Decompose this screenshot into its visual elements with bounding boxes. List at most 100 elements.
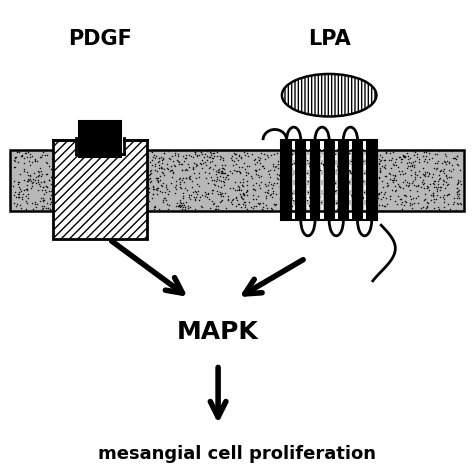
Point [331,187,338,194]
Point [178,160,186,168]
Point [205,195,213,203]
Point [137,164,145,172]
Point [43,183,51,191]
Point [240,191,248,199]
Point [170,168,177,176]
Point [295,150,303,158]
Point [283,170,290,178]
Point [46,187,53,195]
Point [153,168,161,175]
Point [234,201,242,208]
Point [332,200,340,207]
Point [50,173,58,181]
Point [453,194,461,202]
Point [311,168,319,175]
Point [441,184,449,192]
Point [410,199,418,207]
Point [17,186,24,193]
Point [217,155,224,163]
Point [354,183,362,191]
Point [106,190,113,198]
Point [240,149,247,156]
Point [12,153,20,161]
Point [313,201,320,209]
Point [215,182,222,190]
Point [66,175,73,182]
Point [387,149,394,156]
Point [303,205,311,212]
Point [364,161,371,169]
Point [113,202,120,210]
Point [123,151,130,159]
Point [71,163,78,170]
Point [137,173,144,181]
Point [378,156,385,164]
Point [293,199,301,206]
Point [71,176,79,183]
Point [391,188,399,195]
Point [229,184,237,192]
Point [347,157,355,165]
Point [170,157,177,164]
Point [236,168,243,175]
Point [175,158,183,166]
Point [233,167,240,175]
Point [105,203,113,210]
Point [238,164,246,171]
Point [267,180,274,187]
Point [79,151,87,159]
Point [25,175,32,183]
Point [31,156,39,164]
Point [128,196,135,203]
Point [146,170,154,178]
Point [335,196,343,203]
Point [322,178,330,186]
Point [440,169,447,177]
Point [99,165,107,173]
Point [395,153,402,161]
Point [456,186,463,193]
Point [402,199,410,206]
Point [432,195,440,203]
Point [232,202,239,210]
Point [14,193,22,201]
Point [452,155,460,163]
Point [67,193,74,201]
Point [252,179,260,187]
Point [448,162,456,169]
Point [53,164,61,171]
Point [374,181,381,188]
Point [359,193,367,201]
Point [380,183,387,191]
Point [118,177,125,184]
Point [456,178,464,185]
Point [235,156,242,164]
Point [150,185,157,193]
Point [300,152,307,160]
Point [80,191,88,199]
Point [93,199,100,207]
Point [308,179,315,186]
Point [398,167,406,174]
Point [391,173,399,180]
Point [282,198,289,205]
Point [350,164,358,172]
Point [174,152,182,160]
Point [10,191,18,199]
Point [298,191,305,198]
Bar [281,140,292,220]
Point [128,200,135,208]
Point [149,182,157,190]
Point [218,192,225,200]
Point [255,165,263,173]
Point [368,182,376,190]
Point [186,203,194,210]
Point [176,180,183,187]
Point [406,154,414,161]
Point [287,165,295,173]
Point [376,166,383,173]
Point [120,201,128,208]
Point [324,174,332,182]
Point [254,171,262,179]
Point [36,168,43,176]
